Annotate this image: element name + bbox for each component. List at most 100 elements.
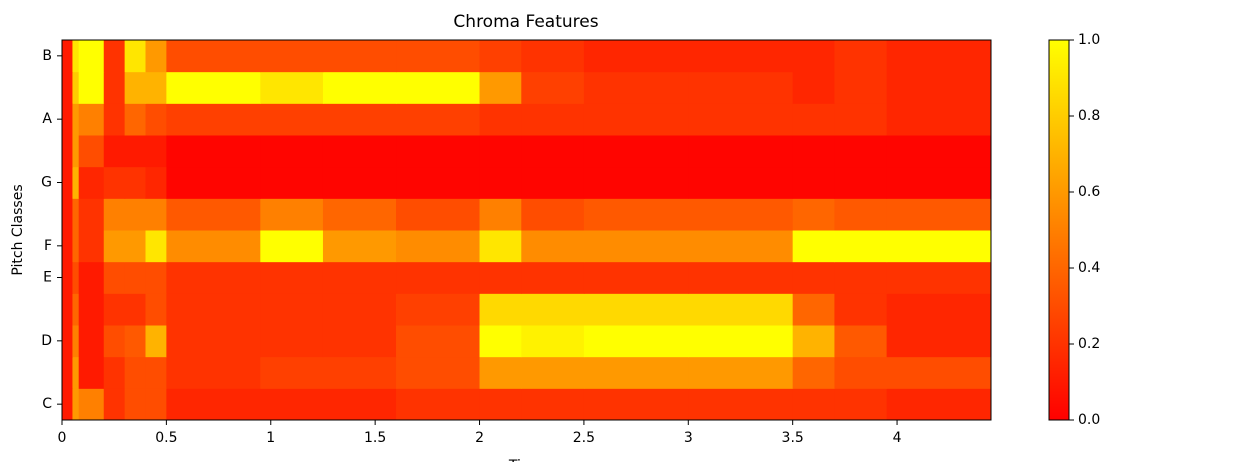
heatmap-cell — [396, 40, 481, 73]
heatmap-cell — [479, 71, 522, 104]
heatmap-cell — [834, 261, 888, 294]
heatmap-cell — [124, 103, 147, 136]
heatmap-cell — [103, 103, 126, 136]
heatmap-cell — [834, 135, 888, 168]
heatmap-cell — [521, 135, 585, 168]
heatmap-cell — [479, 198, 522, 231]
heatmap-cell — [124, 388, 147, 421]
heatmap-cell — [62, 198, 73, 231]
heatmap-cell — [78, 103, 105, 136]
heatmap-cell — [792, 261, 835, 294]
heatmap-cell — [322, 261, 397, 294]
heatmap-cell — [521, 103, 585, 136]
x-tick-label: 3 — [684, 430, 693, 446]
heatmap-cell — [521, 230, 585, 263]
heatmap-cell — [124, 325, 147, 358]
heatmap-cell — [792, 388, 835, 421]
heatmap-cell — [521, 166, 585, 199]
heatmap-cell — [78, 293, 105, 326]
heatmap-cell — [834, 230, 888, 263]
heatmap-cell — [72, 40, 80, 73]
heatmap-cell — [260, 103, 324, 136]
x-tick-label: 3.5 — [782, 430, 804, 446]
y-tick-label: D — [41, 333, 52, 349]
heatmap-cell — [886, 135, 992, 168]
heatmap-cell — [145, 40, 167, 73]
heatmap-cell — [166, 198, 261, 231]
colorbar-tick-label: 0.4 — [1078, 260, 1100, 276]
heatmap-cell — [792, 71, 835, 104]
heatmap-cell — [78, 261, 105, 294]
heatmap-cell — [479, 261, 522, 294]
heatmap-cell — [72, 388, 80, 421]
heatmap-cell — [260, 198, 324, 231]
heatmap-cell — [886, 356, 992, 389]
heatmap-cell — [322, 388, 397, 421]
heatmap-cell — [688, 198, 794, 231]
heatmap-cell — [78, 356, 105, 389]
heatmap-cell — [260, 230, 324, 263]
heatmap-cell — [583, 325, 689, 358]
heatmap-cell — [688, 293, 794, 326]
heatmap-cell — [166, 261, 261, 294]
heatmap-cell — [124, 230, 147, 263]
heatmap-cell — [72, 166, 80, 199]
heatmap-cell — [103, 230, 126, 263]
heatmap-cell — [886, 230, 992, 263]
heatmap-cell — [886, 71, 992, 104]
heatmap-cell — [166, 388, 261, 421]
heatmap-cell — [792, 198, 835, 231]
plot-frame — [61, 39, 992, 421]
heatmap-cell — [62, 135, 73, 168]
heatmap-cell — [145, 388, 167, 421]
heatmap-cell — [62, 166, 73, 199]
heatmap-cell — [166, 166, 261, 199]
heatmap-cell — [72, 135, 80, 168]
heatmap-cell — [62, 71, 73, 104]
heatmap-cell — [521, 388, 585, 421]
heatmap-cell — [78, 230, 105, 263]
heatmap-cell — [834, 293, 888, 326]
heatmap-cell — [521, 356, 585, 389]
heatmap-cell — [103, 71, 126, 104]
heatmap-cell — [78, 325, 105, 358]
heatmap-cell — [886, 198, 992, 231]
colorbar-tick-label: 0.8 — [1078, 108, 1100, 124]
heatmap-cell — [322, 71, 397, 104]
heatmap-cell — [166, 230, 261, 263]
heatmap-cell — [72, 356, 80, 389]
heatmap-cell — [688, 356, 794, 389]
heatmap-cell — [62, 103, 73, 136]
heatmap-cell — [62, 356, 73, 389]
heatmap-cell — [260, 293, 324, 326]
heatmap-cell — [103, 198, 126, 231]
heatmap-cell — [78, 166, 105, 199]
heatmap-cell — [124, 198, 147, 231]
heatmap-cell — [521, 71, 585, 104]
heatmap-cell — [322, 198, 397, 231]
heatmap-cell — [886, 293, 992, 326]
x-tick-label: 0 — [58, 430, 67, 446]
heatmap-cell — [834, 388, 888, 421]
heatmap-cell — [78, 388, 105, 421]
heatmap-cell — [72, 198, 80, 231]
heatmap-cell — [583, 198, 689, 231]
heatmap-cell — [396, 293, 481, 326]
heatmap-cell — [72, 71, 80, 104]
heatmap-cell — [792, 293, 835, 326]
heatmap-cell — [792, 230, 835, 263]
heatmap-cell — [72, 230, 80, 263]
heatmap-cell — [688, 135, 794, 168]
heatmap-cell — [688, 261, 794, 294]
heatmap-cell — [145, 135, 167, 168]
heatmap-cell — [396, 261, 481, 294]
heatmap-cell — [886, 40, 992, 73]
colorbar-tick-label: 0.0 — [1078, 412, 1100, 428]
heatmap-cell — [834, 198, 888, 231]
heatmap-cell — [396, 325, 481, 358]
heatmap-cell — [78, 198, 105, 231]
heatmap-cell — [792, 356, 835, 389]
heatmap-cell — [834, 356, 888, 389]
heatmap-cell — [834, 166, 888, 199]
heatmap-cell — [479, 325, 522, 358]
